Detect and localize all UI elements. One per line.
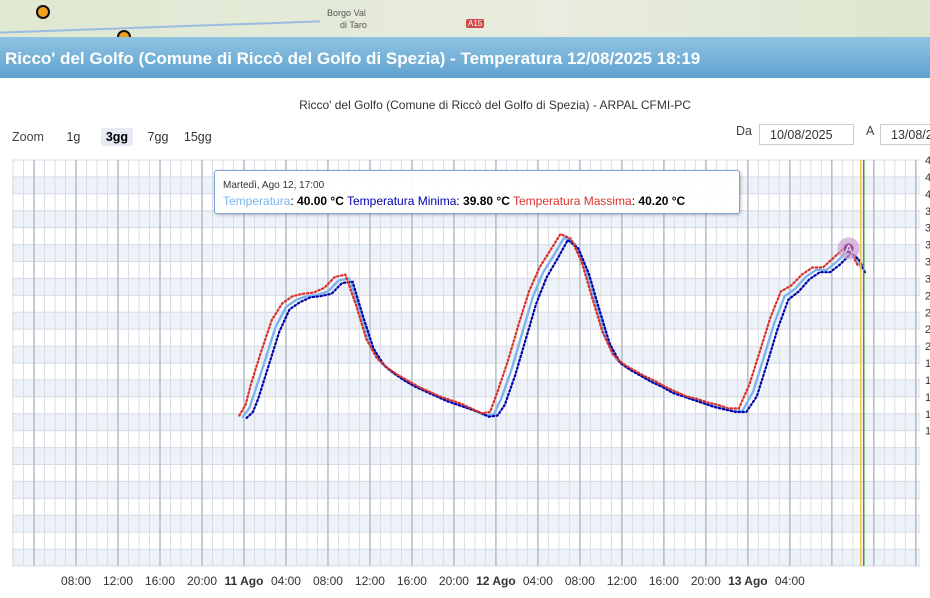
x-tick-label: 20:00 [187,574,217,588]
tooltip-series-name: Temperatura Massima [513,194,632,208]
x-tick-label: 11 Ago [225,574,264,588]
station-marker[interactable] [117,30,131,37]
series-lines [238,232,867,419]
x-tick-label: 20:00 [691,574,721,588]
tooltip-header: Martedì, Ago 12, 17:00 [223,180,325,191]
y-tick-label: 3 [925,257,930,269]
zoom-controls: Zoom 1g 3gg 7gg 15gg [12,128,217,146]
x-tick-label: 12:00 [355,574,385,588]
y-tick-label: 1 [925,358,930,370]
plot-band [12,312,920,330]
page-title: Ricco' del Golfo (Comune di Riccò del Go… [0,37,930,78]
tooltip-series-value: 39.80 °C [463,194,510,208]
from-label: Da [736,124,752,138]
x-tick-label: 04:00 [271,574,301,588]
y-tick-label: 4 [925,189,930,201]
plot-band [12,481,920,499]
y-tick-label: 1 [925,409,930,421]
tooltip-series-value: 40.00 °C [297,194,344,208]
plot-band [12,515,920,533]
zoom-15gg-button[interactable]: 15gg [183,130,212,144]
series-line [245,238,867,419]
y-tick-label: 3 [925,273,930,285]
chart-markers: A [837,160,865,566]
x-axis-labels: 08:00 12:00 16:00 20:00 11 Ago 04:00 08:00 12:0… [61,574,805,588]
y-tick-label: 4 [925,172,930,184]
x-tick-label: 20:00 [439,574,469,588]
plot-band [12,210,920,228]
plot-band [12,549,920,566]
plot-bands [12,176,920,566]
road-label: A15 [466,19,485,28]
chart-tooltip: Martedì, Ago 12, 17:00 Temperatura: 40.0… [214,170,740,214]
tooltip-series-name: Temperatura Minima [347,194,457,208]
y-tick-label: 2 [925,341,930,353]
x-tick-label: 04:00 [775,574,805,588]
tooltip-series-name: Temperatura [223,194,291,208]
plot-band [12,346,920,363]
zoom-label: Zoom [12,130,44,144]
station-marker[interactable] [36,5,50,19]
x-tick-label: 08:00 [61,574,91,588]
x-tick-label: 08:00 [565,574,595,588]
zoom-3gg-button[interactable]: 3gg [100,128,134,146]
from-date-input[interactable]: 10/08/2025 [759,124,854,145]
plot-band [12,278,920,296]
y-tick-label: 3 [925,240,930,252]
y-tick-label: 1 [925,375,930,387]
x-tick-label: 16:00 [397,574,427,588]
tooltip-series-value: 40.20 °C [638,194,686,208]
plot-band [12,244,920,262]
plot-band [12,413,920,431]
y-tick-label: 3 [925,206,930,218]
y-tick-label: 2 [925,324,930,336]
series-line [238,232,859,417]
plot-band [12,447,920,465]
tooltip-values: Temperatura: 40.00 °C Temperatura Minima… [223,194,686,208]
map-place-label: di Taro [340,20,367,30]
plot-grid [12,159,920,567]
x-tick-label: 13 Ago [728,574,768,588]
zoom-7gg-button[interactable]: 7gg [147,130,169,144]
to-date-input[interactable]: 13/08/2025 [880,124,930,145]
to-label: A [866,124,875,138]
y-axis-labels: 4 4 4 3 3 3 3 3 2 2 2 2 1 1 1 1 1 [925,155,930,438]
x-tick-label: 12:00 [607,574,637,588]
y-tick-label: 1 [925,426,930,438]
x-tick-label: 12:00 [103,574,133,588]
x-tick-label: 08:00 [313,574,343,588]
marker-label: A [845,243,853,255]
y-tick-label: 1 [925,392,930,404]
y-tick-label: 3 [925,223,930,235]
y-tick-label: 2 [925,290,930,302]
chart-subtitle: Ricco' del Golfo (Comune di Riccò del Go… [299,98,691,112]
y-tick-label: 2 [925,307,930,319]
x-tick-label: 16:00 [649,574,679,588]
map-strip[interactable]: Borgo Val di Taro A15 [0,0,930,37]
hover-marker [843,243,854,254]
series-line [241,235,863,418]
plot-band [12,379,920,397]
x-tick-label: 16:00 [145,574,175,588]
y-tick-label: 4 [925,155,930,167]
zoom-1g-button[interactable]: 1g [66,130,81,144]
map-place-label: Borgo Val [327,8,366,18]
x-tick-label: 04:00 [523,574,553,588]
x-tick-label: 12 Ago [476,574,516,588]
